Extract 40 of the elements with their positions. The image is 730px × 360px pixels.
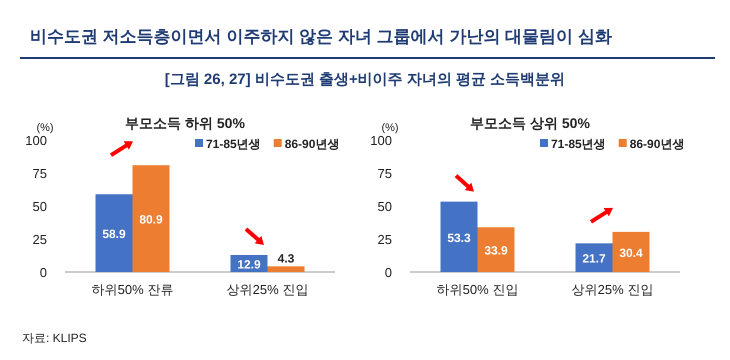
y-tick-label: 50 xyxy=(32,199,47,214)
y-tick-label: 25 xyxy=(378,232,392,247)
text: 자료: KLIPS xyxy=(22,331,87,345)
y-tick-label: 0 xyxy=(384,265,392,280)
data-label: 80.9 xyxy=(139,212,163,227)
legend-label: 86-90년생 xyxy=(630,137,684,151)
y-tick-label: 50 xyxy=(378,199,392,214)
bar xyxy=(478,227,514,272)
y-tick-label: 25 xyxy=(32,232,47,247)
bar xyxy=(132,165,170,272)
y-tick-label: 75 xyxy=(32,166,47,181)
data-label: 33.9 xyxy=(484,244,508,258)
y-axis-title: (%) xyxy=(36,122,54,134)
y-tick-label: 100 xyxy=(25,133,47,148)
x-tick-label: 하위50% 잔류 xyxy=(92,282,174,297)
data-label: 58.9 xyxy=(102,227,126,242)
text: [그림 26, 27] 비수도권 출생+비이주 자녀의 평균 소득백분위 xyxy=(164,71,566,88)
bar xyxy=(612,232,650,272)
text: 비수도권 저소득층이면서 이주하지 않은 자녀 그룹에서 가난의 대물림이 심화 xyxy=(30,27,612,46)
legend-label: 86-90년생 xyxy=(284,137,340,151)
y-tick-label: 100 xyxy=(370,133,392,148)
chart-title: 부모소득 하위 50% xyxy=(125,115,246,131)
data-label: 30.4 xyxy=(619,246,643,260)
x-tick-label: 상위25% 진입 xyxy=(572,282,654,297)
data-label: 21.7 xyxy=(582,252,606,266)
legend-label: 71-85년생 xyxy=(551,137,606,151)
chart-title: 부모소득 상위 50% xyxy=(470,115,590,131)
bar xyxy=(96,194,132,272)
x-tick-label: 하위50% 진입 xyxy=(436,282,518,297)
data-label: 4.3 xyxy=(278,251,295,266)
x-tick-label: 상위25% 진입 xyxy=(226,282,308,297)
y-axis-title: (%) xyxy=(381,122,399,134)
bar xyxy=(268,266,304,272)
bar xyxy=(576,243,612,272)
data-label: 12.9 xyxy=(237,257,261,272)
bar xyxy=(440,202,478,272)
y-tick-label: 75 xyxy=(378,166,392,181)
data-label: 53.3 xyxy=(447,230,471,245)
y-tick-label: 0 xyxy=(40,265,47,280)
legend-label: 71-85년생 xyxy=(206,137,261,151)
